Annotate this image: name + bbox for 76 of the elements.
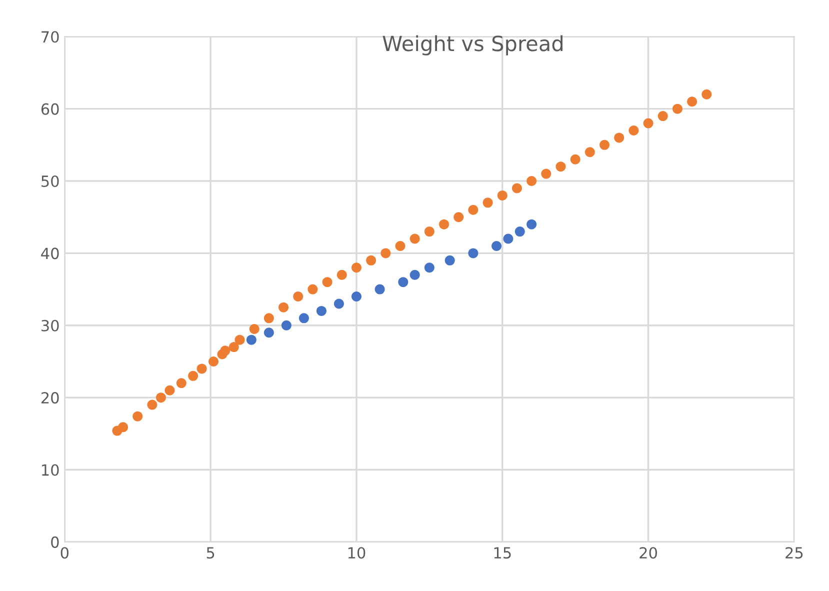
point bbox=[658, 111, 668, 122]
point bbox=[132, 411, 143, 422]
point bbox=[308, 284, 318, 294]
point bbox=[196, 364, 207, 374]
y-tick-label: 20 bbox=[41, 392, 59, 404]
y-tick-label: 30 bbox=[42, 320, 59, 332]
point bbox=[468, 204, 478, 215]
point bbox=[702, 89, 712, 100]
point bbox=[147, 400, 158, 410]
point bbox=[249, 324, 260, 334]
point bbox=[672, 104, 682, 114]
point bbox=[234, 334, 245, 345]
point bbox=[322, 277, 332, 288]
point bbox=[643, 118, 654, 128]
point bbox=[468, 248, 478, 258]
x-tick-label: 25 bbox=[786, 547, 803, 559]
y-tick-label: 0 bbox=[51, 536, 59, 548]
x-tick-label: 10 bbox=[348, 547, 366, 559]
point bbox=[208, 356, 218, 366]
point bbox=[454, 212, 464, 222]
y-tick-label: 70 bbox=[42, 31, 59, 43]
point bbox=[492, 240, 502, 251]
y-tick-label: 50 bbox=[42, 175, 59, 188]
point bbox=[336, 270, 347, 280]
point bbox=[410, 270, 420, 280]
x-tick-label: 20 bbox=[640, 547, 657, 559]
point bbox=[600, 140, 610, 150]
point bbox=[316, 306, 326, 316]
point bbox=[264, 328, 274, 338]
point bbox=[228, 342, 239, 352]
point bbox=[584, 147, 595, 158]
point bbox=[687, 96, 698, 107]
point bbox=[614, 132, 624, 143]
point bbox=[246, 334, 256, 345]
x-tick-label: 0 bbox=[60, 547, 69, 559]
point bbox=[503, 234, 514, 244]
point bbox=[156, 392, 166, 403]
point bbox=[410, 234, 420, 244]
point bbox=[281, 320, 292, 330]
point bbox=[380, 248, 391, 258]
point bbox=[366, 255, 376, 266]
point bbox=[374, 284, 385, 294]
point bbox=[424, 226, 434, 237]
chart-title: Weight vs Spread bbox=[382, 35, 562, 56]
point bbox=[164, 385, 175, 396]
x-tick-label: 15 bbox=[494, 547, 511, 559]
point bbox=[334, 298, 344, 309]
y-tick-label: 10 bbox=[42, 464, 59, 476]
point bbox=[541, 168, 552, 179]
point bbox=[293, 292, 304, 302]
point bbox=[395, 240, 406, 251]
point bbox=[398, 277, 408, 288]
point bbox=[351, 292, 362, 302]
point bbox=[570, 154, 580, 164]
point bbox=[220, 346, 230, 356]
point bbox=[526, 176, 537, 186]
point bbox=[444, 255, 455, 266]
point bbox=[628, 125, 639, 136]
y-tick-label: 40 bbox=[41, 248, 59, 260]
point bbox=[556, 162, 566, 172]
point bbox=[264, 313, 274, 324]
x-tick-label: 5 bbox=[206, 547, 214, 559]
point bbox=[351, 262, 362, 273]
point bbox=[497, 190, 508, 200]
point bbox=[118, 422, 128, 432]
point bbox=[526, 219, 537, 230]
point bbox=[176, 378, 186, 388]
point bbox=[278, 302, 289, 312]
point bbox=[188, 370, 198, 381]
point bbox=[439, 219, 450, 230]
point bbox=[514, 226, 525, 237]
point bbox=[512, 183, 522, 194]
point bbox=[424, 262, 434, 273]
y-tick-label: 60 bbox=[41, 103, 59, 115]
point bbox=[482, 198, 493, 208]
point bbox=[298, 313, 309, 324]
